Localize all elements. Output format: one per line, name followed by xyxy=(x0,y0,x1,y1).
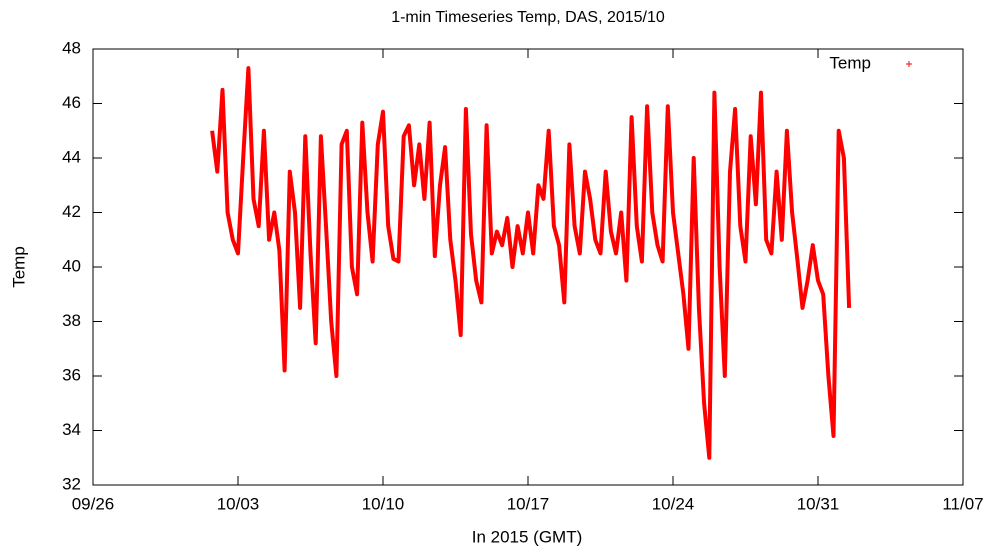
y-tick-label: 42 xyxy=(62,202,81,221)
y-tick-label: 32 xyxy=(62,474,81,493)
y-tick-label: 44 xyxy=(62,147,81,166)
y-tick-label: 36 xyxy=(62,365,81,384)
y-tick-label: 48 xyxy=(62,38,81,57)
y-tick-label: 38 xyxy=(62,311,81,330)
x-tick-label: 10/17 xyxy=(507,494,550,513)
y-tick-label: 46 xyxy=(62,93,81,112)
y-tick-label: 40 xyxy=(62,256,81,275)
legend-marker xyxy=(906,61,912,67)
x-tick-label: 10/24 xyxy=(652,494,695,513)
x-tick-label: 11/07 xyxy=(942,494,983,513)
legend-label: Temp xyxy=(829,53,871,72)
y-tick-label: 34 xyxy=(62,420,81,439)
x-tick-label: 10/31 xyxy=(797,494,840,513)
x-tick-label: 10/03 xyxy=(217,494,260,513)
y-axis-label: Temp xyxy=(9,246,28,288)
x-axis-label: In 2015 (GMT) xyxy=(472,527,583,546)
chart-title: 1-min Timeseries Temp, DAS, 2015/10 xyxy=(391,9,665,26)
x-tick-label: 10/10 xyxy=(362,494,405,513)
data-line xyxy=(210,66,852,460)
x-tick-label: 09/26 xyxy=(72,494,115,513)
